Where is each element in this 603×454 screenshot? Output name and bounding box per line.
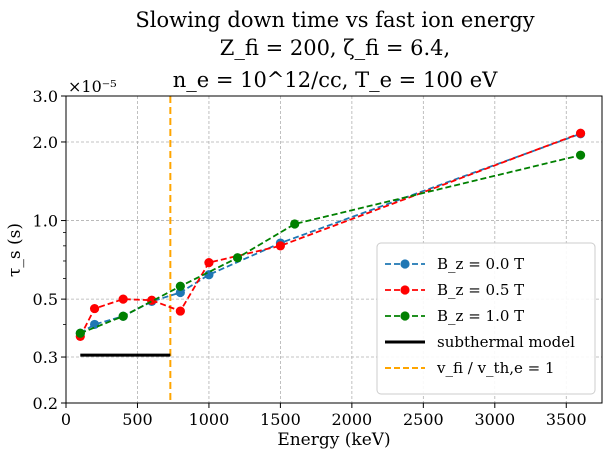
y-axis-ticks: 0.2 0.3 0.5 1.0 2.0 3.0 [33, 87, 66, 413]
chart-title: Slowing down time vs fast ion energy Z_f… [135, 8, 534, 92]
data-point [575, 150, 586, 160]
legend-item: B_z = 1.0 T [385, 307, 524, 325]
legend-item: subthermal model [385, 333, 575, 351]
data-point [290, 219, 300, 229]
y-tick-label: 0.3 [33, 348, 58, 367]
data-point [275, 241, 285, 251]
plot-frame [65, 95, 603, 404]
legend-box [376, 242, 596, 395]
chart-title-line-2: Z_fi = 200, ζ_fi = 6.4, [220, 36, 450, 60]
legend-label: subthermal model [437, 333, 575, 351]
x-tick-label: 3500 [546, 410, 587, 429]
legend-label: B_z = 0.5 T [437, 281, 524, 299]
x-tick-label: 3000 [474, 410, 515, 429]
series-line [79, 132, 581, 337]
series-line [79, 154, 581, 335]
data-point [175, 281, 185, 291]
y-tick-label: 1.0 [33, 212, 58, 231]
chart-title-line-3: n_e = 10^12/cc, T_e = 100 eV [173, 68, 498, 92]
y-tick-label: 0.5 [33, 290, 58, 309]
data-point [89, 303, 100, 314]
data-point [89, 319, 100, 330]
data-point [232, 253, 243, 263]
y-multiplier-label: ×10⁻⁵ [68, 77, 117, 96]
legend-label: B_z = 0.0 T [437, 255, 524, 273]
series-2 [75, 150, 586, 338]
legend-item: B_z = 0.0 T [385, 255, 524, 273]
legend: B_z = 0.0 T B_z = 0.5 T B_z = 1.0 T subther… [376, 242, 596, 395]
x-tick-label: 2000 [332, 410, 373, 429]
data-point [175, 306, 185, 316]
data-point [118, 311, 128, 321]
legend-label: B_z = 1.0 T [437, 307, 524, 325]
legend-swatch-marker [400, 311, 410, 321]
y-tick-label: 3.0 [33, 87, 58, 106]
x-axis-ticks: 0 500 1000 1500 2000 2500 3000 3500 [61, 403, 587, 429]
legend-item: v_fi / v_th,e = 1 [385, 359, 555, 377]
x-axis-label: Energy (keV) [277, 430, 390, 450]
x-tick-label: 0 [61, 410, 71, 429]
data-point [204, 270, 214, 280]
legend-label: v_fi / v_th,e = 1 [436, 359, 555, 377]
x-tick-label: 500 [122, 410, 153, 429]
y-tick-label: 2.0 [33, 133, 58, 152]
data-point [118, 294, 128, 304]
x-tick-label: 1500 [260, 410, 301, 429]
legend-item: B_z = 0.5 T [385, 281, 524, 299]
x-tick-label: 1000 [189, 410, 230, 429]
legend-swatch-marker [400, 285, 410, 295]
x-tick-label: 2500 [403, 410, 444, 429]
data-point [75, 328, 85, 338]
data-point [204, 258, 214, 268]
chart-title-line-1: Slowing down time vs fast ion energy [135, 8, 534, 32]
data-series [75, 128, 586, 341]
y-axis-label: τ_s (s) [5, 223, 25, 277]
y-tick-label: 0.2 [33, 394, 58, 413]
data-point [575, 128, 586, 138]
legend-swatch-marker [400, 259, 410, 269]
